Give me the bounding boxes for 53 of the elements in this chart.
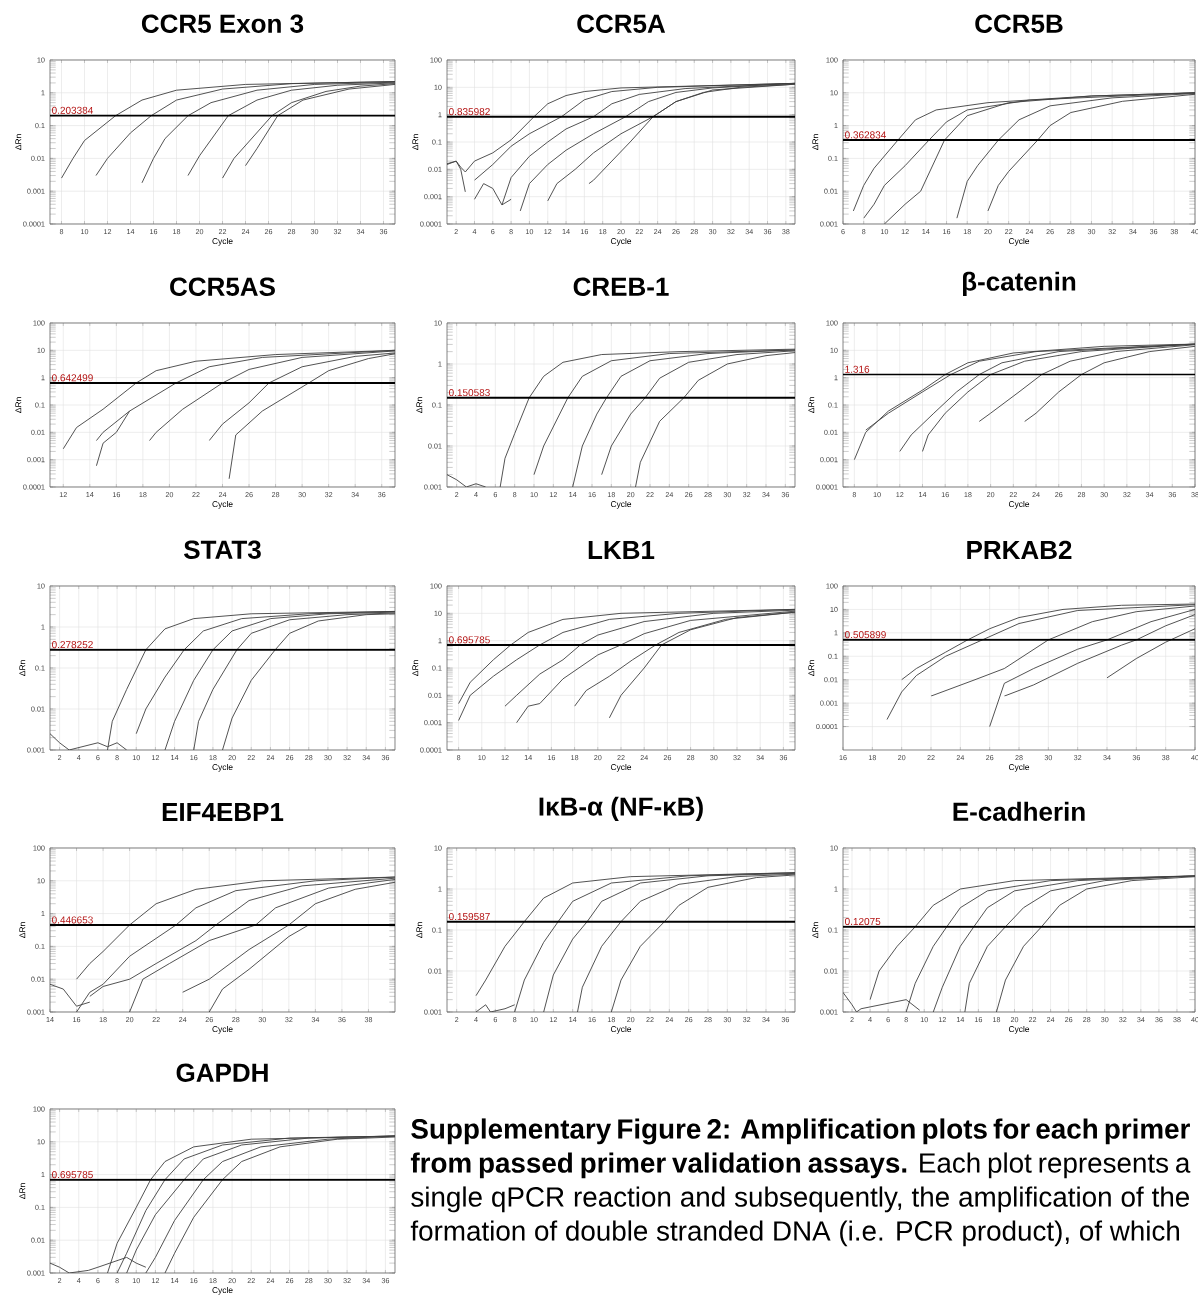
- y-axis-title: ΔRn: [19, 922, 26, 938]
- chart-title: CCR5 Exon 3: [141, 14, 304, 33]
- chart-title: β-catenin: [963, 271, 1076, 296]
- chart-title: GAPDH: [176, 1063, 268, 1082]
- x-axis-title: Cycle: [1008, 763, 1030, 772]
- ref-line-label: 0.203384: [51, 106, 94, 114]
- x-axis-title: Cycle: [1008, 500, 1030, 509]
- ref-line-label: 1.316: [845, 365, 870, 373]
- chart-title: STAT3: [184, 540, 261, 559]
- ref-line-label: 0.278252: [51, 641, 93, 649]
- chart-title: CREB-1: [573, 277, 669, 296]
- ref-line-label: 0.695785: [51, 1171, 93, 1179]
- y-axis-title: ΔRn: [416, 922, 423, 938]
- y-axis-title: ΔRn: [15, 134, 22, 150]
- ref-line-label: 0.12075: [844, 917, 881, 926]
- chart-title: CCR5AS: [170, 277, 275, 296]
- ref-line-label: 0.362834: [844, 131, 887, 139]
- chart-title: E-cadherin: [953, 801, 1085, 821]
- x-axis-title: Cycle: [212, 500, 233, 509]
- x-axis-title: Cycle: [610, 237, 632, 246]
- ref-line-label: 0.505899: [844, 631, 886, 639]
- x-axis-title: Cycle: [610, 500, 632, 509]
- y-axis-title: ΔRn: [19, 660, 26, 676]
- x-axis-title: Cycle: [610, 763, 632, 772]
- ref-line-label: 0.835982: [448, 108, 490, 116]
- y-axis-title: ΔRn: [416, 397, 423, 413]
- x-axis-title: Cycle: [212, 1286, 233, 1295]
- chart-title: LKB1: [588, 541, 655, 559]
- x-axis-title: Cycle: [212, 763, 233, 772]
- x-axis-title: Cycle: [212, 237, 233, 246]
- chart-title: CCR5A: [577, 14, 666, 33]
- x-axis-title: Cycle: [1008, 1025, 1030, 1034]
- y-axis-title: ΔRn: [812, 134, 819, 150]
- chart-title: IκB-α (NF-κB): [539, 796, 703, 821]
- ref-line-label: 0.446653: [51, 916, 93, 924]
- y-axis-title: ΔRn: [808, 397, 815, 413]
- y-axis-title: ΔRn: [412, 660, 419, 676]
- y-axis-title: ΔRn: [812, 922, 819, 938]
- chart-title: EIF4EBP1: [162, 803, 284, 821]
- ref-line-label: 0.159587: [448, 912, 490, 921]
- y-axis-title: ΔRn: [412, 134, 419, 150]
- y-axis-title: ΔRn: [808, 660, 815, 676]
- x-axis-title: Cycle: [1008, 237, 1030, 246]
- y-axis-title: ΔRn: [19, 1183, 26, 1199]
- x-axis-title: Cycle: [610, 1025, 632, 1034]
- chart-title: PRKAB2: [967, 540, 1072, 559]
- ref-line-label: 0.695785: [448, 636, 490, 644]
- chart-title: CCR5B: [975, 14, 1063, 33]
- text: Supplementary Figure 2: Amplification plots for each primer from passed primer validation assays. Each plot represents a single qPCR reaction and subsequently, the amplification of the formation of double stranded DNA (i.e. PCR product), of which: [410, 1118, 1191, 1247]
- ref-line-label: 0.642499: [51, 374, 93, 382]
- x-axis-title: Cycle: [212, 1025, 233, 1034]
- y-axis-title: ΔRn: [15, 397, 22, 413]
- ref-line-label: 0.150583: [448, 389, 490, 397]
